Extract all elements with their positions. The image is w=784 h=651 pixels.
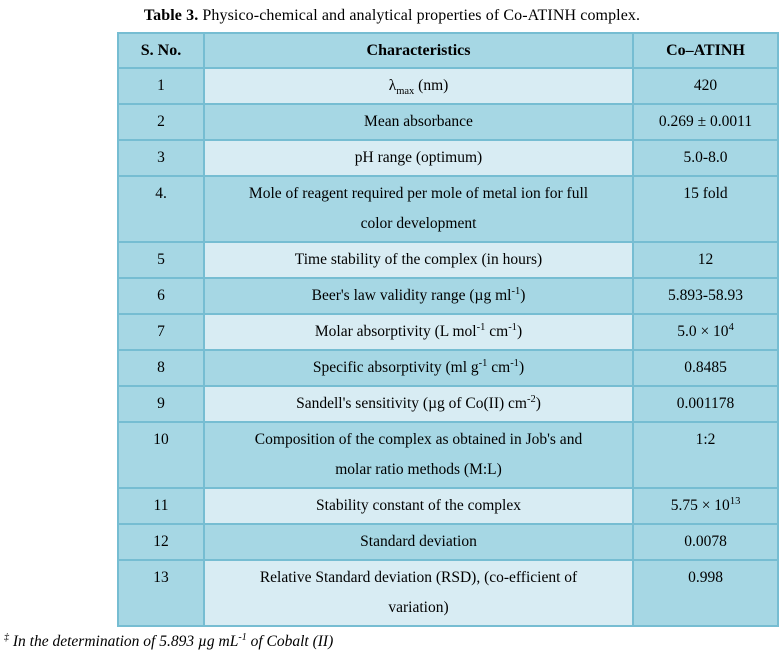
table-row: 12 Standard deviation 0.0078 [117, 523, 779, 561]
sno-cell: 10 [117, 421, 205, 489]
table-row: 8 Specific absorptivity (ml g-1 cm-1) 0.… [117, 349, 779, 387]
value-cell: 0.8485 [632, 349, 779, 387]
table-row: 2 Mean absorbance 0.269 ± 0.0011 [117, 103, 779, 141]
value-cell: 0.269 ± 0.0011 [632, 103, 779, 141]
table-row: 11 Stability constant of the complex 5.7… [117, 487, 779, 525]
characteristic-cell: Mean absorbance [203, 103, 634, 141]
table-row: 10 Composition of the complex as obtaine… [117, 421, 779, 489]
sno-cell: 13 [117, 559, 205, 627]
value-cell: 0.0078 [632, 523, 779, 561]
header-co-atinh: Co–ATINH [632, 32, 779, 69]
footnote: ‡ In the determination of 5.893 µg mL-1 … [4, 631, 334, 650]
table-title-label: Table 3. [143, 7, 199, 24]
sno-cell: 3 [117, 139, 205, 177]
characteristic-cell: Sandell's sensitivity (µg of Co(II) cm-2… [203, 385, 634, 423]
sno-cell: 4. [117, 175, 205, 243]
value-cell: 1:2 [632, 421, 779, 489]
sno-cell: 2 [117, 103, 205, 141]
header-row: S. No. Characteristics Co–ATINH [117, 32, 779, 69]
table-body: 1 λmax (nm) 420 2 Mean absorbance 0.269 … [117, 67, 779, 627]
characteristic-cell: Standard deviation [203, 523, 634, 561]
sno-cell: 11 [117, 487, 205, 525]
characteristic-cell: pH range (optimum) [203, 139, 634, 177]
sno-cell: 12 [117, 523, 205, 561]
value-cell: 0.001178 [632, 385, 779, 423]
table-row: 6 Beer's law validity range (µg ml-1) 5.… [117, 277, 779, 315]
value-cell: 420 [632, 67, 779, 105]
characteristic-cell: Molar absorptivity (L mol-1 cm-1) [203, 313, 634, 351]
header-sno: S. No. [117, 32, 205, 69]
value-cell: 12 [632, 241, 779, 279]
characteristic-cell: Composition of the complex as obtained i… [203, 421, 634, 489]
sno-cell: 5 [117, 241, 205, 279]
properties-table: S. No. Characteristics Co–ATINH 1 λmax (… [117, 32, 779, 627]
table-title: Table 3. Physico-chemical and analytical… [0, 0, 784, 25]
characteristic-cell: Beer's law validity range (µg ml-1) [203, 277, 634, 315]
sno-cell: 9 [117, 385, 205, 423]
table-row: 1 λmax (nm) 420 [117, 67, 779, 105]
characteristic-cell: Relative Standard deviation (RSD), (co-e… [203, 559, 634, 627]
characteristic-cell: Specific absorptivity (ml g-1 cm-1) [203, 349, 634, 387]
value-cell: 5.893-58.93 [632, 277, 779, 315]
value-cell: 5.0 × 104 [632, 313, 779, 351]
header-characteristics: Characteristics [203, 32, 634, 69]
table-row: 13 Relative Standard deviation (RSD), (c… [117, 559, 779, 627]
value-cell: 15 fold [632, 175, 779, 243]
sno-cell: 6 [117, 277, 205, 315]
table-row: 7 Molar absorptivity (L mol-1 cm-1) 5.0 … [117, 313, 779, 351]
table-title-text: Physico-chemical and analytical properti… [198, 7, 641, 24]
table-row: 5 Time stability of the complex (in hour… [117, 241, 779, 279]
sno-cell: 8 [117, 349, 205, 387]
table-row: 4. Mole of reagent required per mole of … [117, 175, 779, 243]
characteristic-cell: λmax (nm) [203, 67, 634, 105]
sno-cell: 7 [117, 313, 205, 351]
value-cell: 5.75 × 1013 [632, 487, 779, 525]
characteristic-cell: Stability constant of the complex [203, 487, 634, 525]
table-row: 3 pH range (optimum) 5.0-8.0 [117, 139, 779, 177]
table-row: 9 Sandell's sensitivity (µg of Co(II) cm… [117, 385, 779, 423]
characteristic-cell: Mole of reagent required per mole of met… [203, 175, 634, 243]
characteristic-cell: Time stability of the complex (in hours) [203, 241, 634, 279]
sno-cell: 1 [117, 67, 205, 105]
value-cell: 0.998 [632, 559, 779, 627]
value-cell: 5.0-8.0 [632, 139, 779, 177]
